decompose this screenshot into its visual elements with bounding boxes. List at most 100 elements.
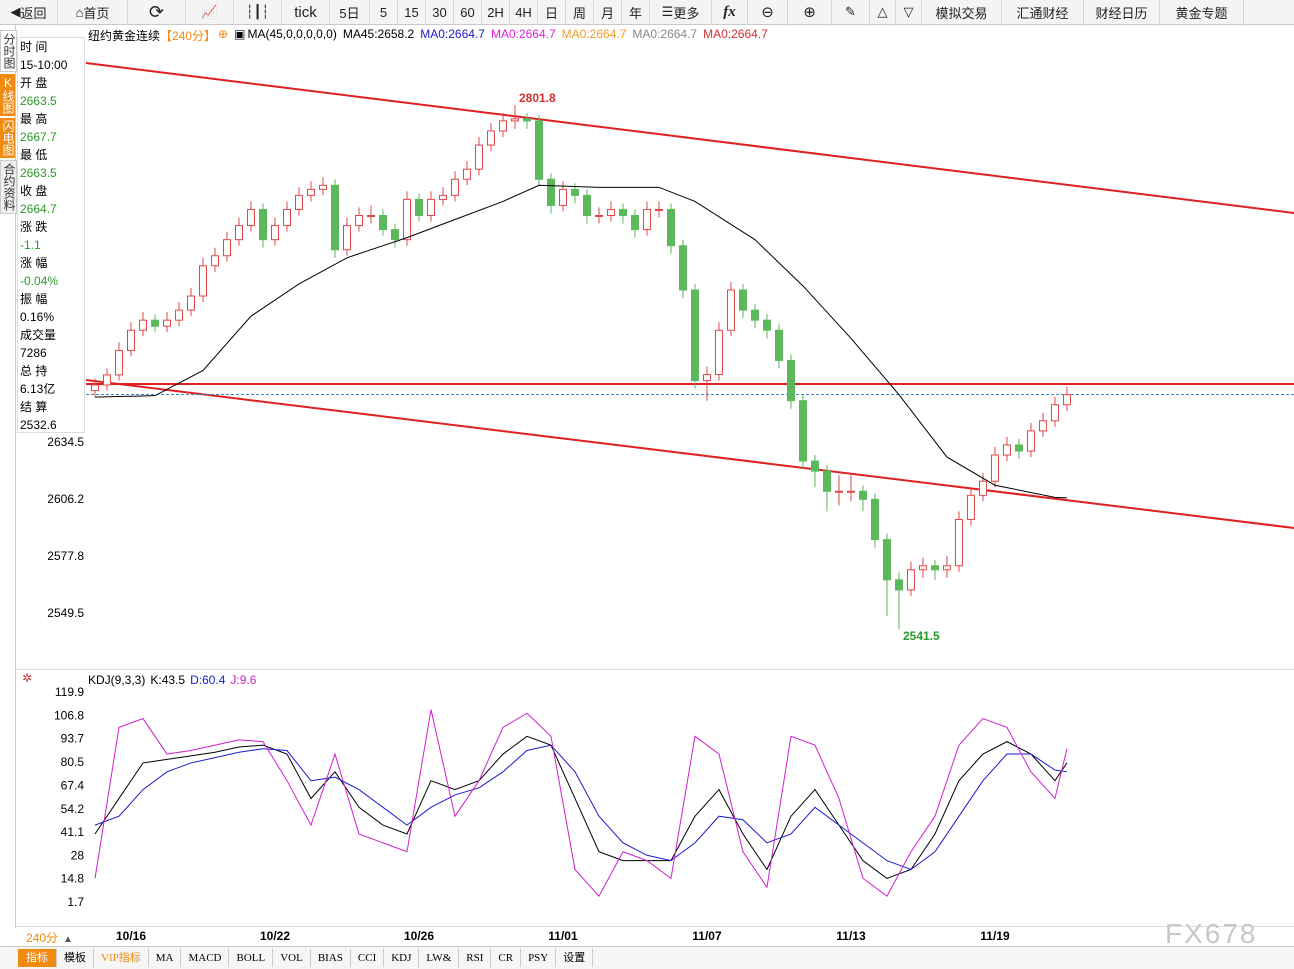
zoom-in-button[interactable]: ⊕ bbox=[788, 0, 832, 25]
candle-body bbox=[558, 188, 567, 206]
tick-button[interactable]: tick bbox=[282, 0, 330, 25]
down-button[interactable]: ▽ bbox=[896, 0, 922, 25]
info-panel: 时 间 15-10:00 开 盘 2663.5 最 高 2667.7 最 低 2663.5 收 … bbox=[17, 37, 85, 433]
period-button[interactable]: 5日 bbox=[330, 0, 370, 25]
line-chart-button[interactable]: 📈 bbox=[186, 0, 234, 25]
candle-body bbox=[858, 490, 867, 500]
candle-body bbox=[726, 289, 735, 331]
candle-body bbox=[414, 198, 423, 216]
indicator-tab[interactable]: BOLL bbox=[229, 949, 274, 967]
info-value: 2663.5 bbox=[20, 166, 57, 180]
indicator-tab[interactable]: MACD bbox=[181, 949, 230, 967]
candle-body bbox=[498, 120, 507, 132]
legend-entry: MA0:2664.7 bbox=[703, 27, 768, 41]
candle-body bbox=[486, 130, 495, 146]
more-button[interactable]: ☰ 更多 bbox=[650, 0, 712, 25]
indicator-tab[interactable]: CR bbox=[491, 949, 522, 967]
indicator-tab[interactable]: BIAS bbox=[311, 949, 351, 967]
link-button[interactable]: 模拟交易 bbox=[922, 0, 1002, 25]
side-tab[interactable]: 分时图 bbox=[0, 30, 17, 72]
up-button[interactable]: △ bbox=[870, 0, 896, 25]
indicator-tab[interactable]: MA bbox=[149, 949, 182, 967]
period-button[interactable]: 5 bbox=[370, 0, 398, 25]
period-button[interactable]: 60 bbox=[454, 0, 482, 25]
period-button[interactable]: 15 bbox=[398, 0, 426, 25]
legend-entry: MA0:2664.7 bbox=[420, 27, 485, 41]
candle-button[interactable]: ┆┃┆ bbox=[234, 0, 282, 25]
indicator-tab[interactable]: VOL bbox=[273, 949, 311, 967]
period-button[interactable]: 30 bbox=[426, 0, 454, 25]
candle-body bbox=[1050, 404, 1059, 422]
candle-body bbox=[546, 178, 555, 206]
period-button[interactable]: 2H bbox=[482, 0, 510, 25]
indicator-tab[interactable]: 模板 bbox=[57, 949, 94, 967]
indicator-tab[interactable]: 设置 bbox=[556, 949, 594, 967]
side-tab[interactable]: K线图 bbox=[0, 74, 15, 116]
y-tick-label: 1.7 bbox=[67, 895, 84, 909]
period-button[interactable]: 240分 bbox=[26, 931, 58, 945]
kdj-icon: ✲ bbox=[22, 671, 32, 685]
candle-body bbox=[786, 359, 795, 402]
indicator-tab[interactable]: VIP指标 bbox=[94, 949, 149, 967]
candle-body bbox=[1014, 444, 1023, 452]
link-button[interactable]: 黄金专题 bbox=[1160, 0, 1244, 25]
info-label: 总 持 bbox=[20, 364, 48, 378]
candle-body bbox=[462, 168, 471, 180]
period-button[interactable]: 月 bbox=[594, 0, 622, 25]
y-tick-label: 28 bbox=[71, 848, 85, 862]
settings-icon[interactable]: ⊕ bbox=[218, 27, 229, 41]
candle-body bbox=[438, 194, 447, 200]
indicator-tab[interactable]: PSY bbox=[521, 949, 557, 967]
candle-body bbox=[318, 184, 327, 190]
kdj-readout: K:43.5 bbox=[150, 673, 186, 687]
period-button[interactable]: 年 bbox=[622, 0, 650, 25]
candle-body bbox=[270, 225, 279, 241]
x-tick-label: 10/16 bbox=[116, 929, 146, 943]
indicator-tab[interactable]: LW& bbox=[419, 949, 460, 967]
kdj-line bbox=[94, 709, 1068, 898]
high-label: 2801.8 bbox=[519, 91, 556, 105]
back-label[interactable]: 返回 bbox=[20, 5, 47, 21]
candle-body bbox=[750, 309, 759, 321]
candle-body bbox=[390, 229, 399, 241]
y-tick-label: 2549.5 bbox=[47, 606, 84, 620]
low-label: 2541.5 bbox=[903, 629, 940, 643]
more-label[interactable]: 更多 bbox=[673, 5, 700, 21]
side-tab[interactable]: 闪电图 bbox=[0, 118, 15, 158]
draw-button[interactable]: ✎ bbox=[832, 0, 870, 25]
toolbar: ◀ 返回 ⌂ 首页 ⟳ 📈 ┆┃┆ tick 5日 5 15 30 60 2H 4H 日周月年 ☰… bbox=[0, 0, 1294, 25]
indicator-tab[interactable]: KDJ bbox=[384, 949, 420, 967]
side-tab[interactable]: 合约资料 bbox=[0, 160, 17, 214]
info-label: 最 高 bbox=[20, 112, 48, 126]
candle-body bbox=[630, 215, 639, 231]
candle-body bbox=[90, 384, 99, 392]
back-button[interactable]: ◀ 返回 bbox=[0, 0, 58, 25]
period-button[interactable]: 4H bbox=[510, 0, 538, 25]
candle-body bbox=[822, 470, 831, 492]
price-legend: 纽约黄金连续 【240分】 ⊕ ▣ MA(45,0,0,0,0,0) MA45:… bbox=[88, 27, 768, 44]
period-button[interactable]: 日 bbox=[538, 0, 566, 25]
x-tick-label: 11/19 bbox=[980, 929, 1010, 943]
kdj-line bbox=[94, 744, 1068, 871]
candle-body bbox=[690, 289, 699, 382]
period-button[interactable]: 周 bbox=[566, 0, 594, 25]
indicator-tab[interactable]: RSI bbox=[459, 949, 492, 967]
trend-line bbox=[85, 379, 1294, 529]
candle-body bbox=[402, 198, 411, 241]
candle-body bbox=[1026, 430, 1035, 452]
refresh-button[interactable]: ⟳ bbox=[128, 0, 186, 25]
candle-body bbox=[366, 215, 375, 217]
home-button[interactable]: ⌂ 首页 bbox=[58, 0, 128, 25]
indicator-tab[interactable]: CCI bbox=[351, 949, 385, 967]
link-button[interactable]: 财经日历 bbox=[1084, 0, 1160, 25]
fx-button[interactable]: fx bbox=[712, 0, 748, 25]
period-button-bg[interactable] bbox=[18, 929, 76, 946]
indicator-tab[interactable]: 指标 bbox=[18, 949, 57, 967]
home-label[interactable]: 首页 bbox=[83, 5, 110, 21]
zoom-out-button[interactable]: ⊖ bbox=[748, 0, 788, 25]
candle-body bbox=[738, 289, 747, 311]
link-button[interactable]: 汇通财经 bbox=[1002, 0, 1084, 25]
legend-entry: MA0:2664.7 bbox=[561, 27, 627, 41]
candle-body bbox=[606, 208, 615, 217]
candle-body bbox=[942, 565, 951, 571]
